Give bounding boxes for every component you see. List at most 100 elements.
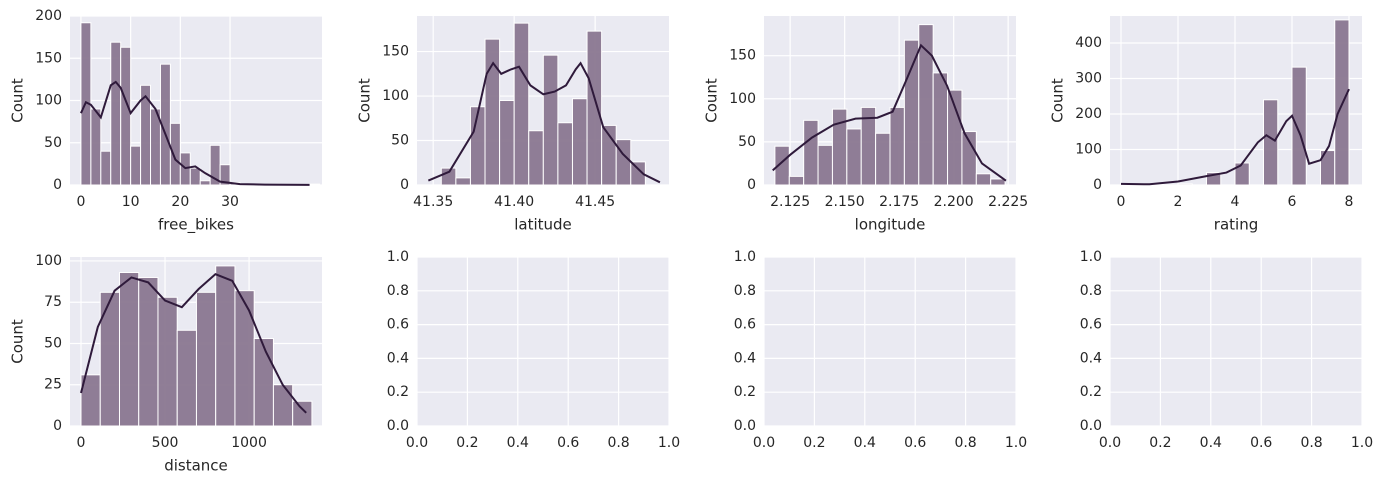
- x-tick-label: 20: [171, 194, 189, 210]
- y-tick-label: 25: [44, 377, 62, 393]
- x-tick-label: 0: [77, 435, 86, 451]
- y-tick-label: 150: [382, 44, 409, 60]
- y-tick-label: 0: [53, 418, 62, 434]
- y-tick-label: 0: [53, 177, 62, 193]
- bar: [176, 329, 197, 427]
- y-tick-label: 200: [1075, 106, 1102, 122]
- bar: [272, 384, 294, 427]
- x-tick-label: 1.0: [658, 435, 680, 451]
- bar: [889, 106, 905, 186]
- bar: [817, 144, 833, 186]
- bar: [1291, 66, 1307, 186]
- plot-area: [1110, 16, 1362, 185]
- x-tick-label: 1.0: [1351, 435, 1373, 451]
- kde-line: [772, 43, 1007, 182]
- x-tick-label: 0.6: [904, 435, 926, 451]
- y-tick-label: 0.0: [387, 418, 409, 434]
- y-tick-label: 0.2: [1080, 384, 1102, 400]
- subplot: 0.0 0.2 0.4 0.6 0.8 1.0 0.0 0.2 0.4 0.6 0.8 1.0: [387, 249, 680, 451]
- x-tick-label: 10: [122, 194, 140, 210]
- bar: [961, 131, 977, 186]
- bar: [542, 54, 559, 186]
- bar: [469, 106, 486, 186]
- plot-area: [764, 257, 1016, 426]
- subplot: 0 50 100 150 2.125 2.150 2.175 2.200 2.225 longit…: [703, 16, 1028, 234]
- x-tick-label: 2.225: [988, 194, 1028, 210]
- bar: [831, 108, 848, 186]
- bar: [1263, 99, 1279, 186]
- x-tick-label: 0.8: [1300, 435, 1322, 451]
- subplot: 0 50 100 150 200 0 10 20 30 free_bikes Count: [9, 8, 322, 235]
- bar: [99, 291, 120, 427]
- bar: [630, 161, 646, 186]
- bar: [528, 130, 544, 186]
- x-tick-label: 0.6: [557, 435, 579, 451]
- x-tick-label: 2: [1174, 194, 1183, 210]
- kde-line: [1120, 88, 1350, 186]
- x-axis-label: latitude: [514, 216, 572, 234]
- bar: [557, 122, 573, 186]
- bar: [219, 164, 231, 186]
- bar: [110, 41, 122, 186]
- y-tick-label: 100: [35, 93, 62, 109]
- bar: [169, 122, 181, 186]
- bar: [918, 24, 934, 186]
- x-tick-label: 0.8: [607, 435, 629, 451]
- x-tick-label: 0.2: [803, 435, 825, 451]
- y-tick-label: 0.6: [1080, 317, 1102, 333]
- x-tick-label: 2.175: [879, 194, 919, 210]
- bar: [499, 100, 515, 186]
- x-axis-label: distance: [164, 457, 228, 475]
- plot-area: [417, 257, 669, 426]
- bar: [130, 145, 142, 186]
- y-tick-label: 0.4: [734, 350, 756, 366]
- x-tick-label: 0.6: [1250, 435, 1272, 451]
- x-tick-label: 41.45: [575, 194, 615, 210]
- bar: [975, 173, 992, 186]
- x-tick-label: 0.4: [1200, 435, 1222, 451]
- bar: [803, 119, 819, 186]
- bar: [846, 128, 862, 186]
- kde-line: [80, 273, 307, 414]
- x-tick-label: 30: [221, 194, 239, 210]
- x-tick-label: 0.4: [854, 435, 876, 451]
- bar: [586, 30, 603, 186]
- subplot: 0 100 200 300 400 0 2 4 6 8 rating Count: [1049, 16, 1362, 234]
- y-tick-label: 150: [729, 48, 756, 64]
- x-tick-label: 0: [76, 194, 85, 210]
- bar: [118, 272, 140, 427]
- y-tick-label: 50: [391, 133, 409, 149]
- x-tick-label: 1.0: [1005, 435, 1027, 451]
- y-tick-label: 0.8: [387, 283, 409, 299]
- x-tick-label: 0.2: [456, 435, 478, 451]
- bar: [292, 400, 313, 427]
- y-tick-label: 0.8: [734, 283, 756, 299]
- bar: [199, 180, 211, 186]
- x-tick-label: 2.200: [934, 194, 974, 210]
- kde-line: [80, 80, 310, 186]
- bar: [455, 177, 471, 186]
- y-tick-label: 1.0: [734, 249, 756, 265]
- y-tick-label: 1.0: [1080, 249, 1102, 265]
- y-tick-label: 100: [729, 91, 756, 107]
- y-axis-label: Count: [356, 78, 374, 123]
- x-tick-label: 0.4: [507, 435, 529, 451]
- bar: [138, 276, 159, 427]
- x-tick-label: 41.40: [494, 194, 534, 210]
- y-axis-label: Count: [703, 78, 721, 123]
- bar: [100, 150, 112, 186]
- x-tick-label: 0: [1117, 194, 1126, 210]
- y-tick-label: 50: [738, 134, 756, 150]
- bar: [234, 290, 255, 427]
- x-tick-label: 2.150: [825, 194, 865, 210]
- x-tick-label: 0.0: [406, 435, 428, 451]
- bar: [1177, 183, 1193, 186]
- x-tick-label: 8: [1345, 194, 1354, 210]
- bar: [774, 145, 790, 186]
- bar: [875, 132, 891, 186]
- y-axis-label: Count: [9, 319, 27, 364]
- y-tick-label: 0: [1093, 177, 1102, 193]
- bar: [157, 296, 178, 427]
- bar: [253, 338, 274, 427]
